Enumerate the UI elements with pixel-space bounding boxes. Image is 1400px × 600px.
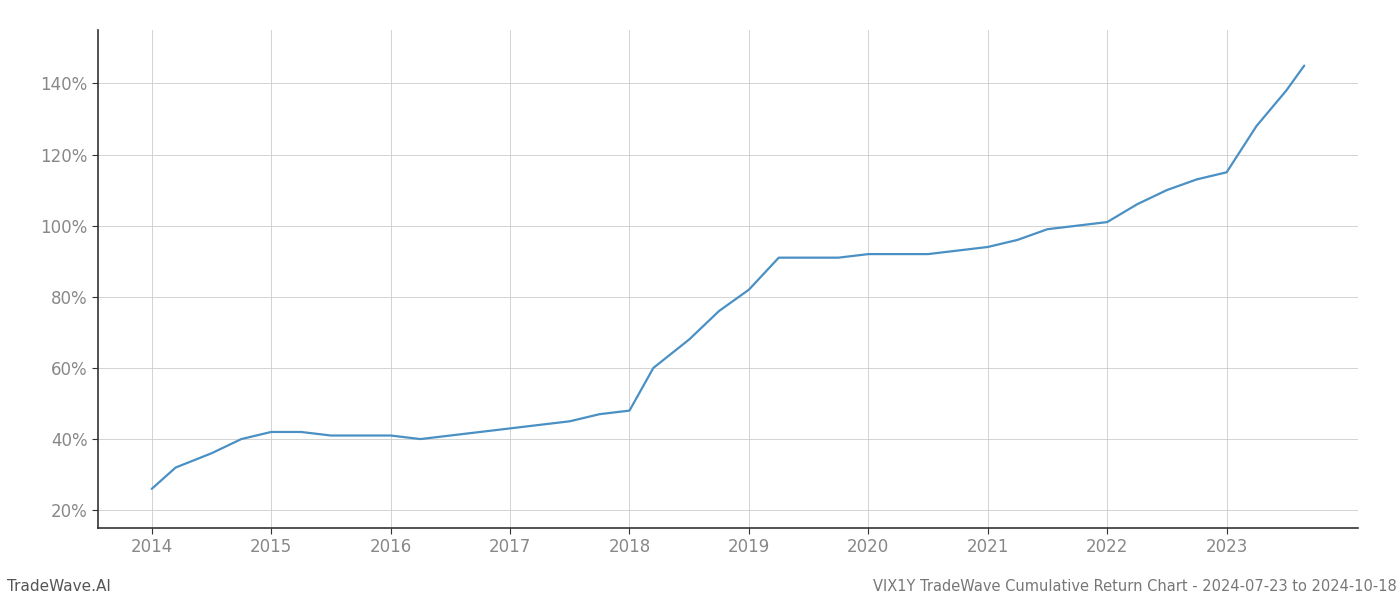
Text: TradeWave.AI: TradeWave.AI (7, 579, 111, 594)
Text: VIX1Y TradeWave Cumulative Return Chart - 2024-07-23 to 2024-10-18: VIX1Y TradeWave Cumulative Return Chart … (874, 579, 1397, 594)
